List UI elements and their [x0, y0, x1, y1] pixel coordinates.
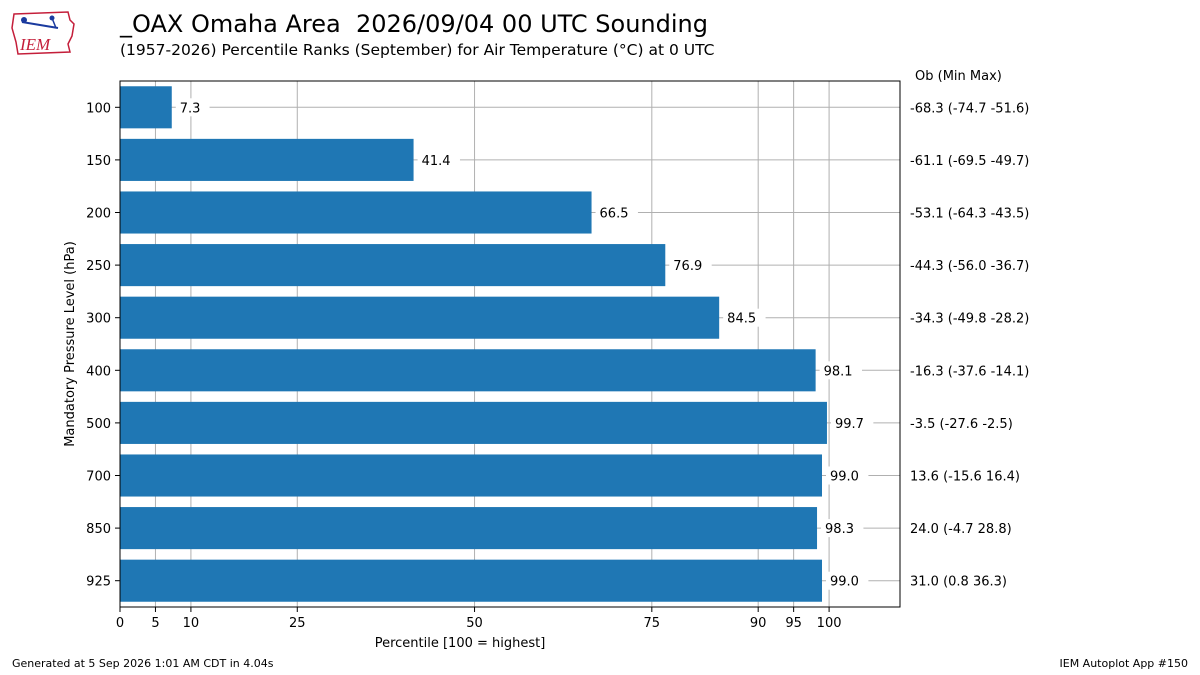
data-label-box: [175, 98, 210, 117]
y-tick-label: 400: [86, 364, 111, 379]
data-label-box: [669, 256, 712, 275]
bar-400: [120, 349, 816, 392]
x-tick-label: 50: [466, 616, 483, 631]
y-tick-label: 700: [86, 470, 111, 485]
data-label-box: [723, 308, 766, 327]
bar-250: [120, 244, 666, 287]
bar-150: [120, 138, 414, 181]
data-label: 84.5: [727, 312, 756, 327]
observation-label: -68.3 (-74.7 -51.6): [910, 101, 1029, 116]
data-label: 41.4: [422, 154, 451, 169]
observation-label: -44.3 (-56.0 -36.7): [910, 259, 1029, 274]
bar-850: [120, 507, 818, 550]
y-tick-label: 100: [86, 101, 111, 116]
bar-200: [120, 191, 592, 234]
observation-label: -61.1 (-69.5 -49.7): [910, 154, 1029, 169]
x-tick-label: 95: [785, 616, 802, 631]
iem-logo: IEM: [11, 11, 75, 55]
y-axis-label: Mandatory Pressure Level (hPa): [63, 241, 78, 447]
autoplot-app-label: IEM Autoplot App #150: [1059, 657, 1189, 670]
plot-frame: [119, 80, 901, 608]
observation-label: -16.3 (-37.6 -14.1): [910, 364, 1029, 379]
svg-text:IEM: IEM: [19, 35, 51, 54]
data-label: 76.9: [673, 259, 702, 274]
data-label-box: [821, 519, 864, 538]
data-label: 98.3: [825, 522, 854, 537]
chart-title: _OAX Omaha Area 2026/09/04 00 UTC Soundi…: [120, 10, 708, 38]
right-column-header: Ob (Min Max): [915, 69, 1002, 84]
x-tick-label: 90: [750, 616, 767, 631]
observation-label: -3.5 (-27.6 -2.5): [910, 417, 1013, 432]
bar-100: [120, 86, 172, 129]
observation-label: 31.0 (0.8 36.3): [910, 575, 1007, 590]
bar-925: [120, 559, 822, 602]
bar-700: [120, 454, 822, 497]
data-label-box: [830, 413, 874, 432]
bar-500: [120, 401, 827, 444]
generated-timestamp: Generated at 5 Sep 2026 1:01 AM CDT in 4…: [12, 657, 274, 670]
chart-subtitle: (1957-2026) Percentile Ranks (September)…: [120, 41, 715, 59]
y-tick-label: 250: [86, 259, 111, 274]
y-tick-label: 500: [86, 417, 111, 432]
x-tick-label: 0: [116, 616, 124, 631]
data-label-box: [417, 150, 460, 169]
data-label: 66.5: [600, 207, 629, 222]
x-tick-label: 75: [644, 616, 661, 631]
bar-300: [120, 296, 720, 339]
y-tick-label: 300: [86, 312, 111, 327]
observation-label: -53.1 (-64.3 -43.5): [910, 207, 1029, 222]
data-label: 99.7: [835, 417, 864, 432]
data-label-box: [819, 361, 863, 380]
data-label: 99.0: [830, 470, 859, 485]
data-label: 98.1: [824, 364, 853, 379]
observation-label: 13.6 (-15.6 16.4): [910, 470, 1020, 485]
y-tick-label: 925: [86, 575, 111, 590]
x-tick-label: 10: [183, 616, 200, 631]
y-tick-label: 200: [86, 207, 111, 222]
y-tick-label: 850: [86, 522, 111, 537]
data-label: 7.3: [180, 101, 201, 116]
data-label: 99.0: [830, 575, 859, 590]
x-tick-label: 5: [151, 616, 159, 631]
observation-label: -34.3 (-49.8 -28.2): [910, 312, 1029, 327]
data-label-box: [826, 571, 869, 590]
observation-label: 24.0 (-4.7 28.8): [910, 522, 1012, 537]
data-label-box: [826, 466, 869, 485]
x-tick-label: 100: [817, 616, 842, 631]
x-axis-label: Percentile [100 = highest]: [375, 636, 546, 651]
y-tick-label: 150: [86, 154, 111, 169]
x-tick-label: 25: [289, 616, 306, 631]
data-label-box: [595, 203, 638, 222]
